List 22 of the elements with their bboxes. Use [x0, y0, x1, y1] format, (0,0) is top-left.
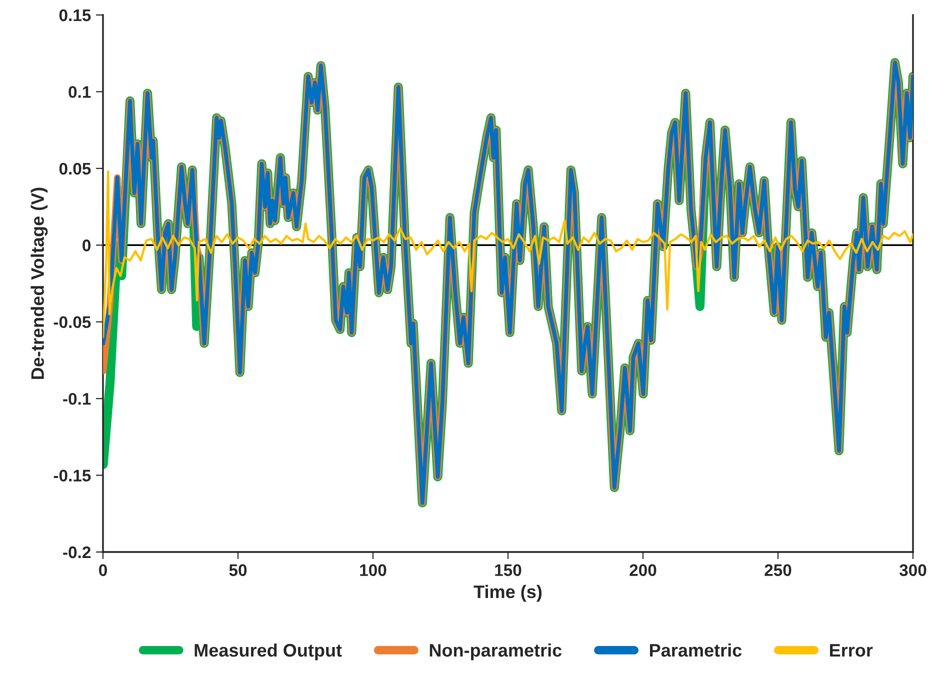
legend-label: Measured Output: [194, 643, 342, 660]
y-tick-label: 0.1: [68, 86, 91, 98]
x-tick-label: 300: [899, 564, 926, 576]
line-series: [102, 170, 913, 338]
y-tick-label: -0.1: [63, 392, 91, 405]
x-tick-label: 250: [764, 564, 792, 576]
y-tick-label: 0.15: [59, 9, 91, 22]
x-tick-label: 150: [495, 564, 522, 576]
x-tick-label: 0: [99, 564, 107, 576]
x-axis-title: Time (s): [474, 584, 542, 602]
y-tick-label: 0.05: [59, 162, 91, 175]
x-tick-label: 50: [229, 564, 247, 576]
y-tick-label: -0.05: [54, 316, 91, 328]
y-tick-label: -0.2: [63, 546, 91, 558]
x-tick-label: 100: [360, 564, 386, 576]
x-tick-label: 200: [630, 564, 656, 576]
legend-label: Non-parametric: [430, 643, 562, 660]
y-tick-label: -0.15: [54, 470, 91, 482]
legend-label: Error: [830, 644, 873, 657]
legend-label: Parametric: [650, 643, 742, 657]
y-axis-title: De-trended Voltage (V): [30, 188, 48, 379]
y-tick-label: 0: [82, 240, 90, 252]
